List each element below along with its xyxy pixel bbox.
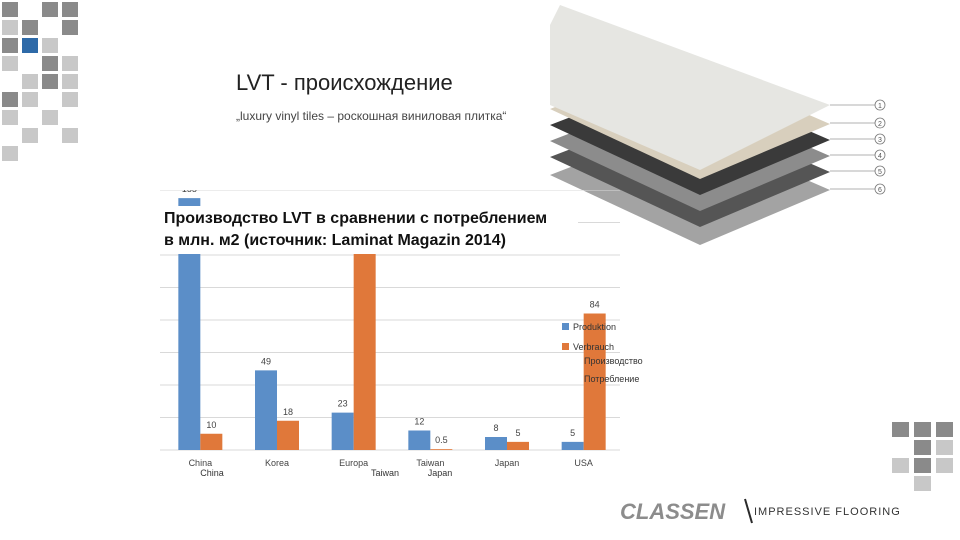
mosaic-tile bbox=[42, 74, 58, 89]
layer-callout-label: 6 bbox=[878, 187, 882, 194]
mosaic-tile bbox=[22, 92, 38, 107]
vinyl-layers-illustration: 1 2 3 4 5 6 bbox=[550, 5, 886, 245]
mosaic-tile bbox=[2, 2, 18, 17]
value-label: 5 bbox=[570, 428, 575, 438]
bar-production bbox=[485, 437, 507, 450]
chart-heading-line-1: Производство LVT в сравнении с потреблен… bbox=[164, 210, 548, 227]
layer-callout-circle bbox=[874, 133, 886, 145]
mosaic-tile bbox=[914, 422, 931, 437]
bar-consumption bbox=[277, 420, 299, 450]
category-label-overlay: China bbox=[200, 468, 224, 478]
value-label: 8 bbox=[493, 423, 498, 433]
category-label: Japan bbox=[495, 458, 520, 468]
bar-production bbox=[178, 198, 201, 450]
mosaic-tile bbox=[2, 38, 18, 53]
layer-callout-label: 4 bbox=[878, 153, 882, 160]
value-label: 0.5 bbox=[435, 435, 448, 445]
legend-label: Produktion bbox=[573, 322, 616, 332]
mosaic-tile bbox=[2, 56, 18, 71]
value-label: 155 bbox=[182, 190, 197, 194]
value-label: 23 bbox=[338, 399, 348, 409]
value-label: 12 bbox=[414, 417, 424, 427]
category-label-overlay: Japan bbox=[428, 468, 453, 478]
mosaic-tile bbox=[2, 146, 18, 161]
layer-callout-circle bbox=[874, 99, 886, 111]
mosaic-tile bbox=[22, 20, 38, 35]
mosaic-tile bbox=[62, 56, 78, 71]
mosaic-tile bbox=[892, 422, 909, 437]
layer-callout-circle bbox=[874, 117, 886, 129]
bar-production bbox=[331, 412, 354, 450]
mosaic-tile bbox=[2, 20, 18, 35]
value-label: 5 bbox=[515, 428, 520, 438]
mosaic-tile bbox=[22, 128, 38, 143]
mosaic-tile bbox=[914, 458, 931, 473]
mosaic-tile bbox=[62, 2, 78, 17]
decorative-tile-mosaic-top-left bbox=[2, 2, 78, 161]
bar-production bbox=[561, 441, 584, 450]
layer-callout-circle bbox=[874, 165, 886, 177]
chart-heading: Производство LVT в сравнении с потреблен… bbox=[160, 206, 578, 254]
logo-tagline: IMPRESSIVE FLOORING bbox=[754, 506, 901, 518]
mosaic-tile bbox=[62, 128, 78, 143]
mosaic-tile bbox=[936, 458, 953, 473]
mosaic-tile bbox=[62, 92, 78, 107]
slide-subtitle: „luxury vinyl tiles – роскошная винилова… bbox=[236, 109, 507, 123]
layer-callout-circle bbox=[874, 149, 886, 161]
category-label: Korea bbox=[265, 458, 289, 468]
mosaic-tile bbox=[936, 422, 953, 437]
bar-consumption bbox=[200, 433, 223, 450]
value-label: 49 bbox=[261, 356, 271, 366]
legend-label: Потребление bbox=[584, 374, 639, 384]
lvt-bar-chart: 1554923128510180.5584ChinaKoreaEuropaTai… bbox=[160, 190, 643, 478]
logo-wordmark: CLASSEN bbox=[620, 499, 726, 524]
decorative-tile-mosaic-bottom-right bbox=[892, 422, 953, 491]
legend-label: Verbrauch bbox=[573, 342, 614, 352]
legend-swatch bbox=[562, 323, 569, 330]
mosaic-tile bbox=[936, 440, 953, 455]
category-label: Europa bbox=[339, 458, 368, 468]
bar-consumption bbox=[583, 313, 606, 450]
layer-callout-label: 2 bbox=[878, 121, 882, 128]
layer-callout-label: 1 bbox=[878, 103, 882, 110]
slide-title: LVT - происхождение bbox=[236, 70, 453, 95]
category-label: Taiwan bbox=[416, 458, 444, 468]
value-label: 18 bbox=[283, 407, 293, 417]
layer-callout-label: 3 bbox=[878, 137, 882, 144]
category-label-overlay: Taiwan bbox=[371, 468, 399, 478]
legend-label: Производство bbox=[584, 356, 643, 366]
chart-heading-line-2: в млн. м2 (источник: Laminat Magazin 201… bbox=[164, 232, 506, 249]
mosaic-tile bbox=[914, 440, 931, 455]
value-label: 84 bbox=[590, 300, 600, 310]
category-label: China bbox=[189, 458, 213, 468]
category-label: USA bbox=[574, 458, 593, 468]
layer-callout-circle bbox=[874, 183, 886, 195]
mosaic-tile bbox=[22, 74, 38, 89]
classen-logo: CLASSEN IMPRESSIVE FLOORING bbox=[620, 498, 901, 524]
bar-consumption bbox=[353, 206, 376, 450]
mosaic-tile bbox=[42, 2, 58, 17]
mosaic-tile bbox=[42, 56, 58, 71]
mosaic-tile bbox=[62, 74, 78, 89]
bar-consumption bbox=[430, 449, 453, 450]
mosaic-tile bbox=[914, 476, 931, 491]
mosaic-tile bbox=[2, 110, 18, 125]
mosaic-tile bbox=[42, 110, 58, 125]
mosaic-tile bbox=[62, 20, 78, 35]
value-label: 10 bbox=[206, 420, 216, 430]
mosaic-tile bbox=[42, 38, 58, 53]
mosaic-tile bbox=[2, 92, 18, 107]
mosaic-tile bbox=[22, 38, 38, 53]
legend-swatch bbox=[562, 343, 569, 350]
bar-production bbox=[408, 430, 431, 450]
mosaic-tile bbox=[892, 458, 909, 473]
bar-production bbox=[255, 370, 277, 450]
bar-consumption bbox=[507, 441, 529, 450]
layer-top-wear bbox=[550, 5, 830, 170]
layer-callout-label: 5 bbox=[878, 169, 882, 176]
